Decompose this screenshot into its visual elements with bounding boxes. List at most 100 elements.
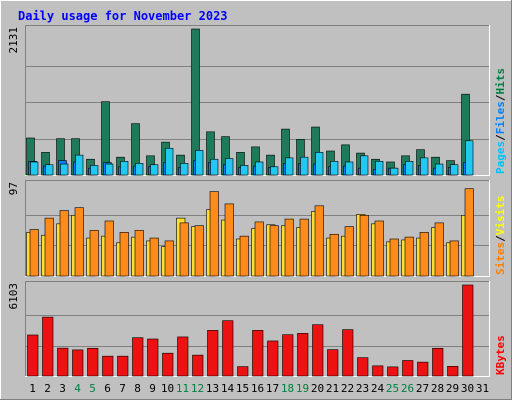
panel-hits-legend: Pages/Files/Hits — [494, 68, 507, 174]
bar-visits-day-5 — [89, 230, 99, 277]
x-tick-label-day-30: 30 — [461, 382, 474, 395]
bar-visits-day-6 — [104, 220, 114, 277]
bar-visits-day-3 — [59, 210, 69, 277]
legend-sites: Sites — [494, 242, 507, 275]
bar-pages-day-7 — [120, 161, 129, 176]
bar-pages-day-20 — [315, 152, 324, 176]
panel-kbytes-max-label: 6103 — [7, 283, 20, 310]
x-tick-label-day-31: 31 — [476, 382, 489, 395]
x-tick-label-day-21: 21 — [326, 382, 339, 395]
panel-kbytes-legend: KBytes — [494, 335, 507, 375]
bar-kbytes-day-13 — [207, 330, 219, 377]
bar-pages-day-2 — [45, 164, 54, 176]
bar-kbytes-day-2 — [42, 316, 54, 377]
bar-kbytes-day-19 — [297, 333, 309, 377]
x-tick-label-day-17: 17 — [266, 382, 279, 395]
bar-visits-day-9 — [149, 237, 159, 277]
bar-kbytes-day-28 — [432, 347, 444, 377]
x-tick-label-day-13: 13 — [206, 382, 219, 395]
bar-visits-day-29 — [449, 240, 459, 277]
bar-visits-day-10 — [164, 240, 174, 277]
bar-pages-day-12 — [195, 150, 204, 176]
bar-kbytes-day-17 — [267, 340, 279, 377]
bar-pages-day-27 — [420, 157, 429, 176]
x-tick-label-day-3: 3 — [59, 382, 66, 395]
legend-files: Files — [494, 101, 507, 134]
x-tick-label-day-24: 24 — [371, 382, 385, 395]
bar-visits-day-4 — [74, 207, 84, 277]
bar-visits-day-8 — [134, 230, 144, 277]
x-tick-label-day-16: 16 — [251, 382, 264, 395]
bar-kbytes-day-14 — [222, 320, 234, 377]
x-tick-label-day-28: 28 — [431, 382, 444, 395]
bar-visits-day-19 — [299, 218, 309, 277]
x-tick-label-day-14: 14 — [221, 382, 235, 395]
x-tick-label-day-19: 19 — [296, 382, 309, 395]
bar-pages-day-1 — [30, 161, 39, 176]
bar-visits-day-14 — [224, 203, 234, 277]
bar-visits-day-18 — [284, 218, 294, 277]
bar-kbytes-day-26 — [402, 360, 414, 377]
bar-visits-day-27 — [419, 232, 429, 277]
panel-visits: 97 Sites/Visits — [7, 180, 507, 277]
bar-pages-day-8 — [135, 163, 144, 176]
bar-visits-day-17 — [269, 225, 279, 277]
bar-kbytes-day-22 — [342, 329, 354, 377]
x-tick-label-day-25: 25 — [386, 382, 399, 395]
bar-visits-day-28 — [434, 222, 444, 277]
bar-pages-day-18 — [285, 157, 294, 176]
x-tick-label-day-7: 7 — [119, 382, 126, 395]
x-tick-label-day-5: 5 — [89, 382, 96, 395]
x-tick-label-day-8: 8 — [134, 382, 141, 395]
bar-visits-day-21 — [329, 233, 339, 277]
bar-visits-day-7 — [119, 232, 129, 277]
legend-pages: Pages — [494, 141, 507, 174]
bar-kbytes-day-25 — [387, 366, 399, 377]
bar-pages-day-22 — [345, 161, 354, 176]
bar-visits-day-25 — [389, 238, 399, 277]
bar-pages-day-24 — [375, 161, 384, 176]
bar-visits-day-23 — [359, 215, 369, 277]
bar-pages-day-6 — [105, 163, 114, 176]
bar-visits-day-2 — [44, 217, 54, 277]
bar-kbytes-day-18 — [282, 334, 294, 377]
bar-visits-day-13 — [209, 191, 219, 277]
bar-pages-day-21 — [330, 161, 339, 176]
panel-visits-legend: Sites/Visits — [494, 196, 507, 276]
bar-kbytes-day-23 — [357, 357, 369, 377]
x-axis: 1 2 3 4 5 6 7 8 9 10 11 12 13 14 15 16 17 18 19 20 21 22 23 24 2… — [29, 382, 489, 395]
bar-visits-day-22 — [344, 226, 354, 277]
x-tick-label-day-20: 20 — [311, 382, 324, 395]
x-tick-label-day-22: 22 — [341, 382, 354, 395]
bar-pages-day-3 — [60, 163, 69, 176]
bar-kbytes-day-15 — [237, 366, 249, 377]
x-tick-label-day-15: 15 — [236, 382, 249, 395]
x-tick-label-day-10: 10 — [161, 382, 174, 395]
bar-visits-day-11 — [179, 222, 189, 277]
bar-kbytes-day-1 — [27, 334, 39, 377]
bar-visits-day-24 — [374, 220, 384, 277]
bar-kbytes-day-20 — [312, 324, 324, 377]
x-tick-label-day-11: 11 — [176, 382, 189, 395]
legend-kbytes: KBytes — [494, 335, 507, 375]
bar-kbytes-day-21 — [327, 349, 339, 377]
x-tick-label-day-23: 23 — [356, 382, 369, 395]
bar-visits-day-1 — [29, 229, 39, 277]
x-tick-label-day-18: 18 — [281, 382, 294, 395]
x-tick-label-day-6: 6 — [104, 382, 111, 395]
bar-kbytes-day-27 — [417, 361, 429, 377]
legend-visits: Visits — [494, 196, 507, 236]
bar-kbytes-day-30 — [462, 284, 474, 377]
bar-kbytes-day-6 — [102, 355, 114, 377]
x-tick-label-day-27: 27 — [416, 382, 429, 395]
panel-visits-max-label: 97 — [7, 182, 20, 195]
panel-hits-max-label: 2131 — [7, 27, 20, 54]
bar-visits-day-26 — [404, 236, 414, 277]
bar-pages-day-10 — [165, 147, 174, 176]
x-tick-label-day-4: 4 — [74, 382, 81, 395]
bar-kbytes-day-16 — [252, 330, 264, 377]
chart-panels: 2131 Pages/Files/Hits 97 Sites/Visits 6103 KB… — [7, 25, 507, 377]
bar-pages-day-13 — [210, 158, 219, 176]
bar-pages-day-9 — [150, 164, 159, 176]
